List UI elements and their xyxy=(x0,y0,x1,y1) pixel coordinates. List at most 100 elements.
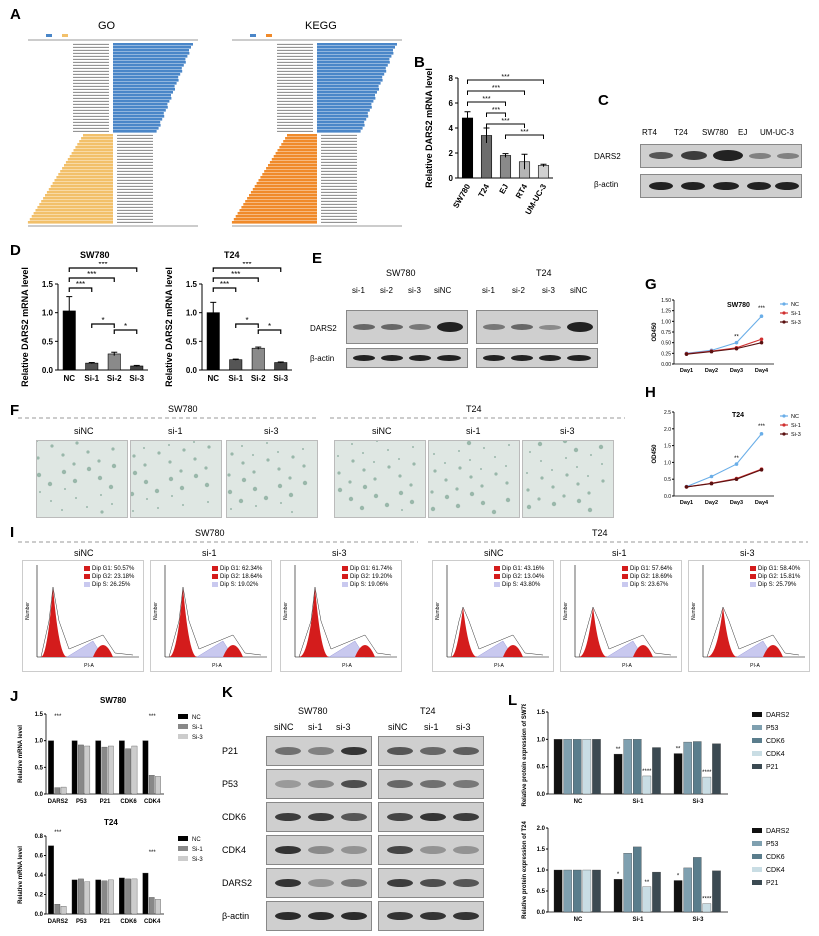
y-axis-label: Relative protein expression of T24 xyxy=(522,820,528,918)
legend-swatch-icon xyxy=(178,856,188,861)
term-label-line xyxy=(73,109,109,111)
significance-bracket xyxy=(257,329,282,334)
bar xyxy=(101,880,108,915)
y-tick-label: 0.5 xyxy=(537,765,546,771)
svg-text:PI-A: PI-A xyxy=(622,663,632,669)
svg-text:Number: Number xyxy=(563,602,569,620)
panel-f-col-label: si-3 xyxy=(560,426,575,436)
enrichment-bar xyxy=(254,185,317,188)
blot-band xyxy=(453,912,479,920)
blot-k-row-label: P53 xyxy=(222,779,239,789)
bar xyxy=(623,739,632,795)
legend-label: NC xyxy=(192,837,201,843)
blot-e-actin-a xyxy=(346,348,468,368)
enrichment-bar xyxy=(317,106,372,109)
bar xyxy=(251,347,265,371)
legend-label: P21 xyxy=(766,764,779,771)
legend-swatch-icon xyxy=(342,574,348,579)
enrichment-bar xyxy=(65,161,113,164)
y-tick-label: 1.5 xyxy=(537,847,546,853)
enrichment-bar xyxy=(50,185,113,188)
legend-marker-icon xyxy=(782,302,786,306)
flow-legend-label: Dip G1: 43.16% xyxy=(502,566,545,573)
svg-text:PI-A: PI-A xyxy=(494,663,504,669)
term-label-line xyxy=(117,179,153,181)
enrichment-bar xyxy=(268,164,317,167)
blot-e-group-1: SW780 xyxy=(386,268,416,278)
panel-f-col-label: siNC xyxy=(74,426,94,436)
enrichment-bar xyxy=(317,43,397,46)
enrichment-bar xyxy=(113,61,186,64)
enrichment-bar xyxy=(113,91,173,94)
x-tick-label: P21 xyxy=(100,799,111,805)
significance-label: ** xyxy=(734,335,739,341)
enrichment-bar xyxy=(317,97,376,100)
term-label-line xyxy=(277,55,313,57)
flow-legend-item: Dip S: 19.02% xyxy=(212,582,258,588)
enrichment-bar xyxy=(35,209,113,212)
blot-k-col-6: si-3 xyxy=(456,722,471,732)
significance-label: *** xyxy=(220,280,229,289)
panel-letter-h: H xyxy=(645,384,656,401)
x-tick-label: Day1 xyxy=(680,500,693,506)
blot-k-col-5: si-1 xyxy=(424,722,439,732)
y-tick-label: 1.00 xyxy=(661,319,671,325)
panel-i-col-label: si-3 xyxy=(740,548,755,558)
chart-g: 0.00 0.25 0.50 0.75 1.00 1.25 1.50 Day1 Day2 Day3… xyxy=(652,298,801,374)
significance-bracket xyxy=(486,112,506,117)
enrichment-bar xyxy=(241,206,317,209)
x-tick-label: Si-3 xyxy=(692,799,704,805)
significance-label: *** xyxy=(482,96,490,103)
x-tick-label: Si-1 xyxy=(228,374,243,383)
term-label-line xyxy=(321,149,357,151)
bar xyxy=(563,739,572,795)
legend-label: DARS2 xyxy=(766,712,789,719)
term-label-line xyxy=(73,55,109,57)
significance-bracket xyxy=(505,134,544,139)
panel-letter-b: B xyxy=(414,54,425,71)
series-line xyxy=(686,342,762,355)
significance-label: *** xyxy=(231,270,240,279)
enrichment-bar xyxy=(83,134,113,137)
enrichment-bar xyxy=(285,137,317,140)
enrichment-bar xyxy=(31,215,114,218)
flow-histogram: PI-A Number xyxy=(150,560,272,672)
x-tick-label: CDK4 xyxy=(144,919,161,925)
enrichment-bar xyxy=(52,182,113,185)
term-label-line xyxy=(277,130,313,132)
panel-i-group-1: SW780 xyxy=(195,528,225,538)
term-label-line xyxy=(277,121,313,123)
x-tick-label: Si-3 xyxy=(692,917,704,923)
panel-i-group-2: T24 xyxy=(592,528,608,538)
blot-band xyxy=(420,912,446,920)
legend-swatch-icon xyxy=(494,574,500,579)
enrichment-bar xyxy=(264,170,317,173)
panel-i-col-label: siNC xyxy=(74,548,94,558)
panel-letter-d: D xyxy=(10,242,21,259)
enrichment-bar xyxy=(113,127,159,130)
significance-bracket xyxy=(212,277,259,282)
term-label-line xyxy=(321,140,357,142)
enrichment-bar xyxy=(113,103,168,106)
term-label-line xyxy=(117,218,153,220)
blot-band xyxy=(453,813,479,821)
enrichment-bar xyxy=(275,152,317,155)
term-label-line xyxy=(277,100,313,102)
blot-k-strip xyxy=(378,802,484,832)
blot-band xyxy=(420,846,446,854)
blot-band xyxy=(387,780,413,788)
term-label-line xyxy=(321,152,357,154)
term-label-line xyxy=(277,118,313,120)
blot-e-col-3: si-3 xyxy=(408,286,421,295)
enrichment-bar xyxy=(67,158,113,161)
flow-legend-item: Dip G2: 23.18% xyxy=(84,574,134,580)
blot-band xyxy=(275,747,301,755)
legend-label: Si-1 xyxy=(192,725,203,731)
enrichment-bar xyxy=(271,158,317,161)
y-tick-label: 0.6 xyxy=(35,854,44,860)
term-label-line xyxy=(277,94,313,96)
enrichment-bar xyxy=(256,182,317,185)
chart-g-title: SW780 xyxy=(727,302,750,309)
bar xyxy=(142,740,149,795)
